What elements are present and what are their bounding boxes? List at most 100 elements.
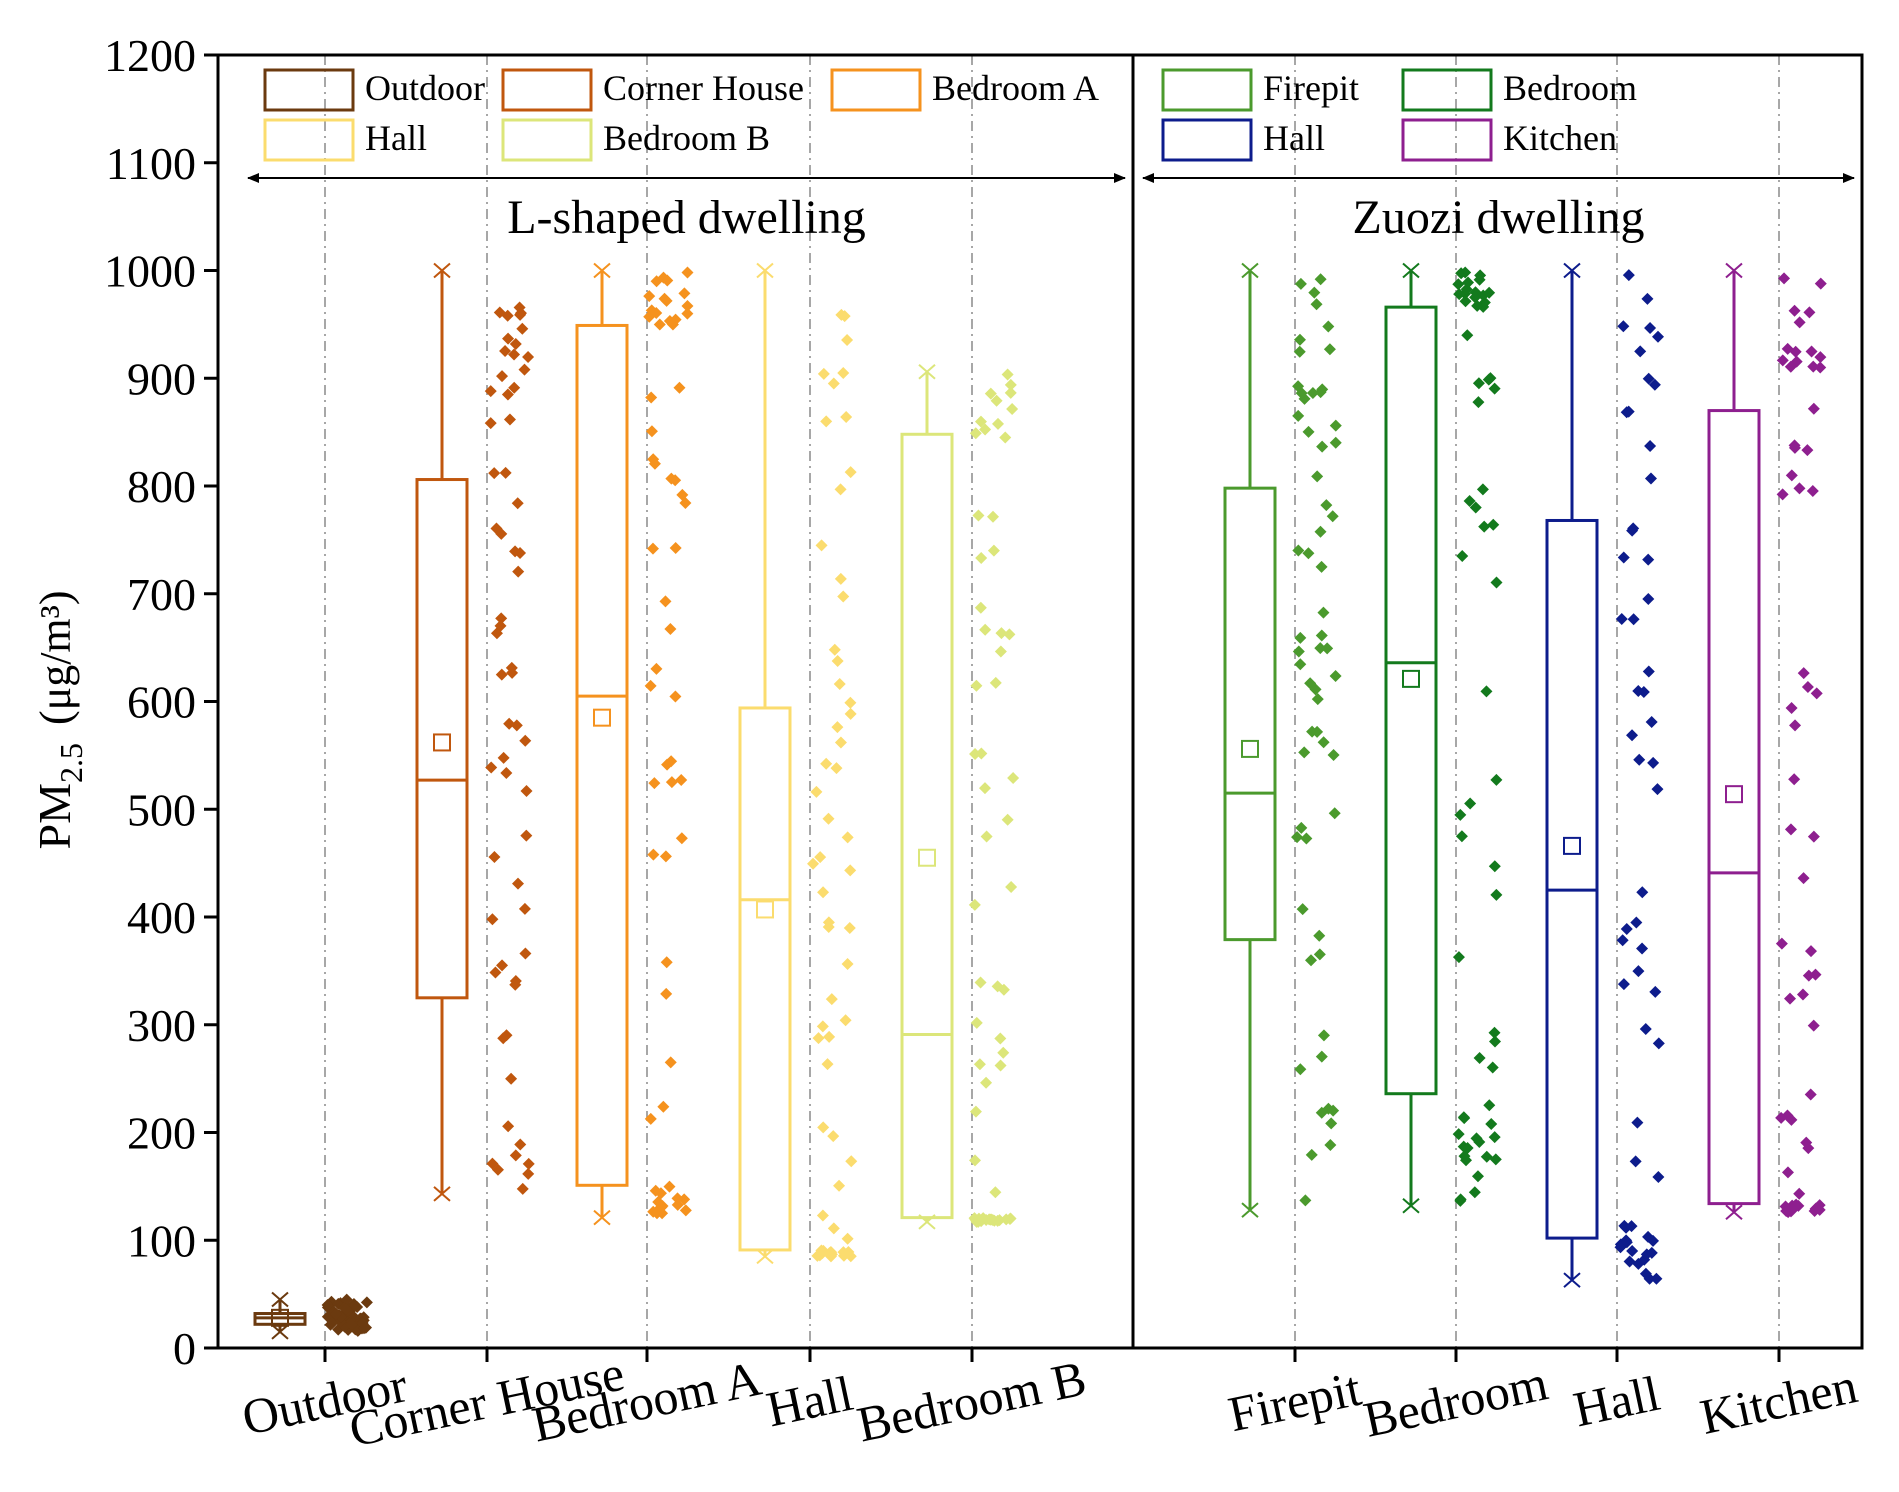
- data-point: [665, 776, 678, 789]
- data-point: [678, 287, 691, 300]
- data-point: [1778, 272, 1791, 285]
- box-8: [1545, 262, 1665, 1288]
- x-tick-label: Hall: [1569, 1365, 1665, 1438]
- legend-swatch: [501, 68, 593, 112]
- data-point: [1480, 685, 1493, 698]
- data-point: [1781, 1166, 1794, 1179]
- data-point: [1805, 345, 1818, 358]
- y-tick-label: 0: [173, 1323, 196, 1374]
- data-point: [833, 677, 846, 690]
- data-point: [989, 676, 1002, 689]
- data-point: [1006, 403, 1019, 416]
- data-point: [1480, 1150, 1493, 1163]
- y-tick-label: 600: [127, 677, 196, 728]
- data-point: [994, 645, 1007, 658]
- data-point: [1295, 387, 1308, 400]
- data-point: [1776, 488, 1789, 501]
- data-points: [1614, 269, 1665, 1285]
- data-point: [991, 417, 1004, 430]
- data-point: [1327, 1104, 1340, 1117]
- data-point: [1620, 923, 1633, 936]
- data-point: [1473, 1135, 1486, 1148]
- data-point: [514, 308, 527, 321]
- mean-marker: [271, 1308, 289, 1327]
- legend-label: Kitchen: [1503, 118, 1617, 158]
- data-point: [522, 350, 535, 363]
- data-point: [1632, 684, 1645, 697]
- data-point: [1802, 969, 1815, 982]
- data-point: [1004, 378, 1017, 391]
- data-point: [1317, 606, 1330, 619]
- data-point: [497, 1032, 510, 1045]
- data-point: [1649, 985, 1662, 998]
- data-point: [825, 993, 838, 1006]
- data-point: [496, 959, 509, 972]
- x-tick-label: Hall: [762, 1365, 858, 1438]
- data-point: [669, 313, 682, 326]
- data-point: [1801, 444, 1814, 457]
- iqr-box: [1707, 409, 1761, 1206]
- data-point: [522, 1157, 535, 1170]
- legend-label: Bedroom: [1503, 68, 1637, 108]
- data-point: [321, 1298, 334, 1311]
- data-point: [663, 1180, 676, 1193]
- data-point: [1644, 440, 1657, 453]
- data-point: [1452, 278, 1465, 291]
- data-point: [1630, 916, 1643, 929]
- data-point: [1788, 304, 1801, 317]
- y-axis-label: PM2.5 (μg/m³): [29, 590, 89, 849]
- data-point: [650, 306, 663, 319]
- data-point: [645, 391, 658, 404]
- data-point: [816, 1209, 829, 1222]
- data-point: [496, 370, 509, 383]
- data-point: [512, 565, 525, 578]
- data-point: [1617, 320, 1630, 333]
- data-point: [1793, 482, 1806, 495]
- data-point: [1626, 729, 1639, 742]
- data-point: [1793, 1187, 1806, 1200]
- grid-lines: [324, 55, 1780, 1348]
- min-marker: [756, 1248, 774, 1265]
- max-marker: [271, 1291, 289, 1308]
- data-point: [816, 1020, 829, 1033]
- data-point: [1482, 373, 1495, 386]
- data-point: [1323, 343, 1336, 356]
- data-points: [1452, 266, 1503, 1207]
- data-point: [1651, 330, 1664, 343]
- box-7: [1384, 262, 1503, 1214]
- data-point: [1471, 299, 1484, 312]
- data-point: [1789, 719, 1802, 732]
- data-point: [1295, 821, 1308, 834]
- mean-marker: [1725, 785, 1743, 804]
- data-point: [1488, 860, 1501, 873]
- min-marker: [1563, 1272, 1581, 1288]
- data-point: [664, 623, 677, 636]
- data-point: [1622, 269, 1635, 282]
- data-point: [975, 747, 988, 760]
- data-point: [648, 457, 661, 470]
- data-point: [497, 751, 510, 764]
- data-point: [1814, 351, 1827, 364]
- data-point: [844, 466, 857, 479]
- data-point: [1314, 642, 1327, 655]
- data-point: [1488, 382, 1501, 395]
- data-point: [1633, 753, 1646, 766]
- data-point: [1317, 1029, 1330, 1042]
- data-point: [1293, 345, 1306, 358]
- data-point: [490, 522, 503, 535]
- box-2: [415, 262, 535, 1202]
- data-point: [1626, 524, 1639, 537]
- legend-item-5: Bedroom B: [501, 118, 770, 162]
- data-point: [823, 1030, 836, 1043]
- data-point: [1452, 1128, 1465, 1141]
- data-point: [647, 848, 660, 861]
- legend-item-6: Firepit: [1161, 68, 1359, 112]
- data-point: [1469, 291, 1482, 304]
- data-point: [1807, 1019, 1820, 1032]
- data-point: [1783, 992, 1796, 1005]
- data-point: [1800, 1136, 1813, 1149]
- legend-item-4: Hall: [263, 118, 427, 162]
- iqr-box: [1223, 486, 1277, 942]
- data-point: [1296, 903, 1309, 916]
- data-point: [648, 777, 661, 790]
